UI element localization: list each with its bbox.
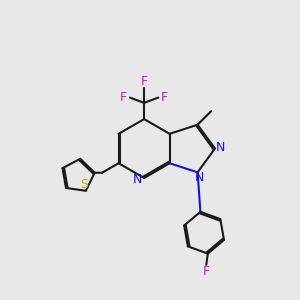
Text: F: F xyxy=(161,91,168,104)
Text: N: N xyxy=(133,173,142,186)
Text: F: F xyxy=(120,91,127,104)
Text: N: N xyxy=(215,141,225,154)
Text: N: N xyxy=(194,171,204,184)
Text: S: S xyxy=(80,178,88,191)
Text: F: F xyxy=(140,75,148,88)
Text: F: F xyxy=(203,265,210,278)
